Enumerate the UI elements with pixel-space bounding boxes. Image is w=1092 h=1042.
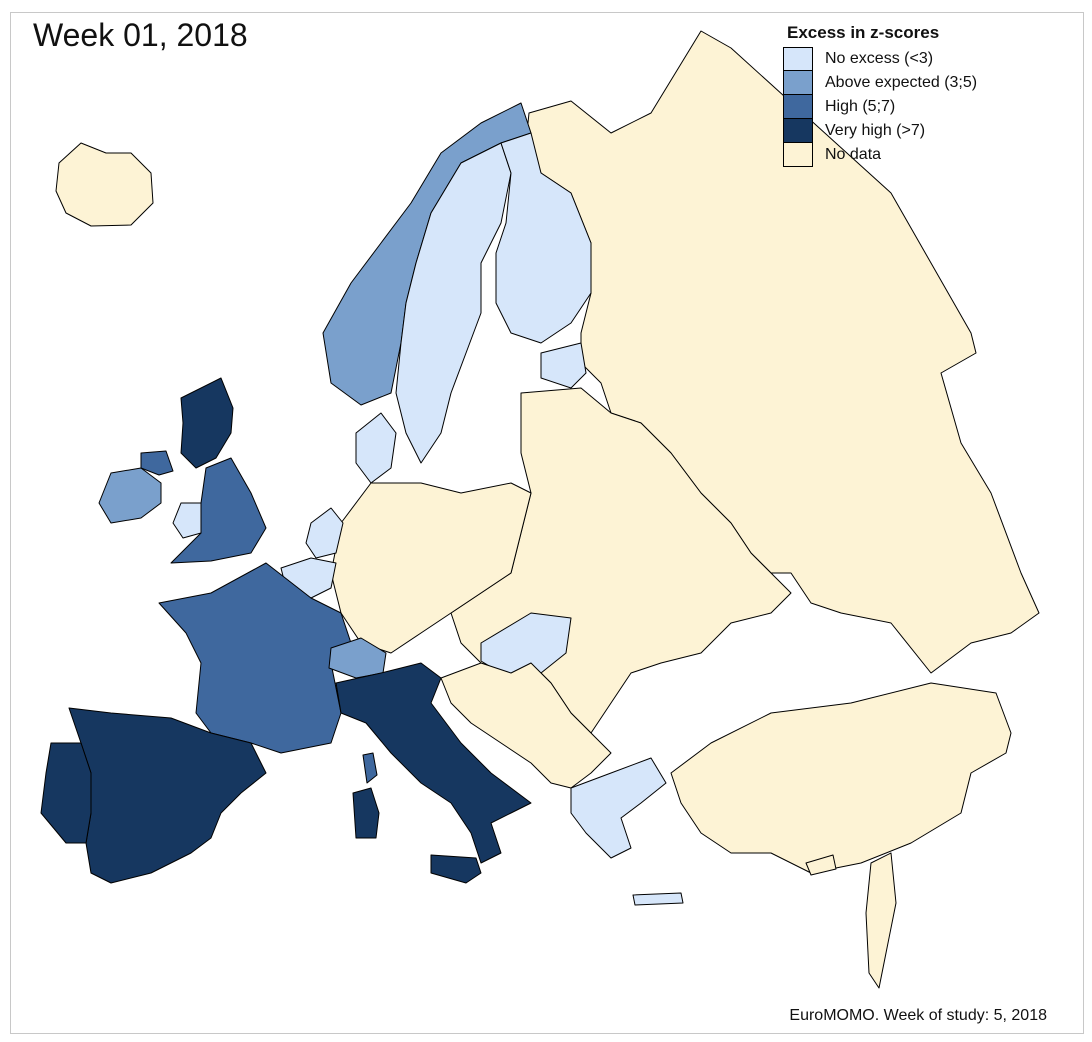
region-levant: [865, 852, 897, 989]
map-frame: Week 01, 2018 Excess in z-scores No exce…: [10, 12, 1084, 1034]
region-greece: [570, 757, 667, 859]
footer-caption: EuroMOMO. Week of study: 5, 2018: [789, 1007, 1047, 1024]
region-corsica: [362, 752, 378, 784]
legend: Excess in z-scores No excess (<3) Above …: [783, 23, 1063, 167]
legend-swatch: [783, 71, 813, 95]
legend-item-no-data: No data: [783, 143, 1063, 167]
region-iceland: [55, 142, 154, 227]
legend-label: High (5;7): [825, 98, 896, 115]
legend-label: Very high (>7): [825, 122, 926, 139]
region-sweden: [395, 142, 512, 464]
legend-item-very-high: Very high (>7): [783, 119, 1063, 143]
legend-label: No data: [825, 146, 882, 163]
map-title: Week 01, 2018: [33, 17, 248, 53]
legend-item-no-excess: No excess (<3): [783, 47, 1063, 71]
legend-swatch: [783, 143, 813, 167]
region-wales: [172, 502, 202, 539]
legend-swatch: [783, 119, 813, 143]
legend-swatch: [783, 95, 813, 119]
region-ireland: [98, 467, 162, 524]
region-germany: [330, 482, 532, 654]
legend-title: Excess in z-scores: [787, 23, 940, 42]
region-scotland: [180, 377, 234, 469]
region-portugal: [40, 742, 92, 844]
region-cyprus: [805, 854, 837, 876]
region-netherlands: [305, 507, 344, 559]
region-russia: [525, 30, 1040, 674]
region-northern-ireland: [140, 450, 174, 476]
legend-label: No excess (<3): [825, 50, 934, 67]
region-hungary: [480, 612, 572, 674]
legend-item-above-expected: Above expected (3;5): [783, 71, 1063, 95]
region-estonia: [540, 342, 587, 389]
region-sicily: [430, 854, 482, 884]
region-balkans: [440, 662, 612, 789]
region-turkey: [670, 682, 1012, 874]
region-finland: [495, 132, 592, 344]
region-denmark: [355, 412, 397, 484]
legend-item-high: High (5;7): [783, 95, 1063, 119]
legend-swatch: [783, 47, 813, 71]
europe-map: [40, 30, 1040, 989]
region-sardinia: [352, 787, 380, 839]
region-crete: [632, 892, 684, 906]
legend-label: Above expected (3;5): [825, 74, 978, 91]
region-france: [158, 562, 352, 754]
